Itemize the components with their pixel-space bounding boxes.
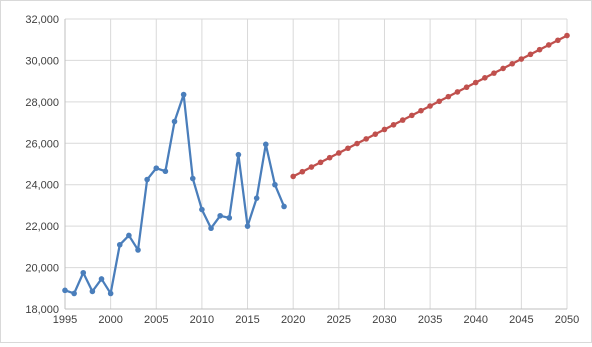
series-2-point xyxy=(399,117,406,123)
x-tick-label: 1995 xyxy=(53,314,77,326)
series-1-point xyxy=(263,141,269,148)
series-2-point xyxy=(436,98,443,105)
series-1-point xyxy=(235,151,242,158)
y-tick-label: 22,000 xyxy=(25,221,59,233)
x-tick-label: 2030 xyxy=(372,314,396,326)
series-2-point xyxy=(427,103,433,109)
series-1-point xyxy=(107,290,114,297)
series-1-point xyxy=(244,223,251,229)
x-tick-label: 2000 xyxy=(98,314,122,326)
gridlines xyxy=(65,18,568,309)
series-1-point xyxy=(272,181,278,188)
series-1-point xyxy=(89,288,96,295)
x-tick-label: 2015 xyxy=(235,314,259,326)
series-1-point xyxy=(98,276,105,282)
series-2-point xyxy=(527,51,534,58)
series-2-point xyxy=(555,37,561,44)
x-tick-label: 2025 xyxy=(327,314,351,326)
series-2-point xyxy=(345,145,351,152)
x-tick-label: 2040 xyxy=(463,314,487,326)
x-tick-label: 2050 xyxy=(555,314,579,326)
series-1-point xyxy=(217,212,223,219)
series-2-point xyxy=(454,89,461,95)
series-1-point xyxy=(208,225,214,232)
series-2-point xyxy=(545,42,552,48)
series-1-point xyxy=(226,215,233,221)
series-1-point xyxy=(153,165,160,171)
series-2-point xyxy=(445,93,452,100)
series-2-point xyxy=(363,136,370,142)
series-2-point xyxy=(500,65,506,72)
y-tick-label: 20,000 xyxy=(25,263,59,275)
series-1-line xyxy=(64,93,286,295)
series-1-point xyxy=(71,290,77,297)
series-2-point xyxy=(299,168,306,175)
tick-labels: 1995 2000 2005 2010 2015 2020 2025 2030 2035 2040… xyxy=(25,14,579,326)
series-2-point xyxy=(290,173,296,180)
series-2-point xyxy=(518,56,525,62)
series-2-point xyxy=(418,107,424,114)
series-2-point xyxy=(308,164,315,170)
series-2-point xyxy=(564,32,570,39)
series-1-point xyxy=(281,203,287,210)
series-2-point xyxy=(472,79,479,86)
series-1-point xyxy=(126,232,132,239)
series-1-point xyxy=(116,241,123,248)
x-tick-label: 2020 xyxy=(281,314,305,326)
x-tick-label: 2035 xyxy=(418,314,442,326)
series-2-point xyxy=(372,131,379,137)
y-tick-label: 18,000 xyxy=(25,304,59,316)
x-tick-label: 2045 xyxy=(509,314,533,326)
series-1-point xyxy=(180,91,187,98)
series-2-point xyxy=(463,84,470,91)
x-tick-label: 2005 xyxy=(144,314,168,326)
series-2-point xyxy=(390,121,397,128)
series-2-point xyxy=(509,60,516,67)
series-2-point xyxy=(482,75,488,81)
series-2-point xyxy=(409,112,415,119)
series-1-point xyxy=(171,118,178,125)
x-tick-label: 2010 xyxy=(190,314,214,326)
series-1-point xyxy=(189,175,196,182)
series-2-point xyxy=(491,70,497,76)
y-tick-label: 28,000 xyxy=(25,97,59,109)
line-chart: 1995 2000 2005 2010 2015 2020 2025 2030 2035 2040… xyxy=(25,14,579,326)
series-1-point xyxy=(135,247,141,253)
series-2-point xyxy=(336,150,342,156)
series-1-point xyxy=(80,269,87,276)
series-2-point xyxy=(381,126,388,133)
series-1-point xyxy=(144,176,150,183)
data-markers xyxy=(62,32,570,297)
series-2-point xyxy=(317,159,324,166)
series-1-point xyxy=(162,168,169,175)
series-2-point xyxy=(536,46,543,53)
y-tick-label: 26,000 xyxy=(25,138,59,150)
y-tick-label: 30,000 xyxy=(25,55,59,67)
y-tick-label: 32,000 xyxy=(25,14,59,26)
series-1-point xyxy=(62,287,68,294)
y-tick-label: 24,000 xyxy=(25,180,59,192)
series-2-point xyxy=(354,140,360,147)
series-2-point xyxy=(326,154,333,161)
axes xyxy=(64,19,567,310)
series-1-point xyxy=(199,206,205,213)
series-1-point xyxy=(253,195,260,201)
